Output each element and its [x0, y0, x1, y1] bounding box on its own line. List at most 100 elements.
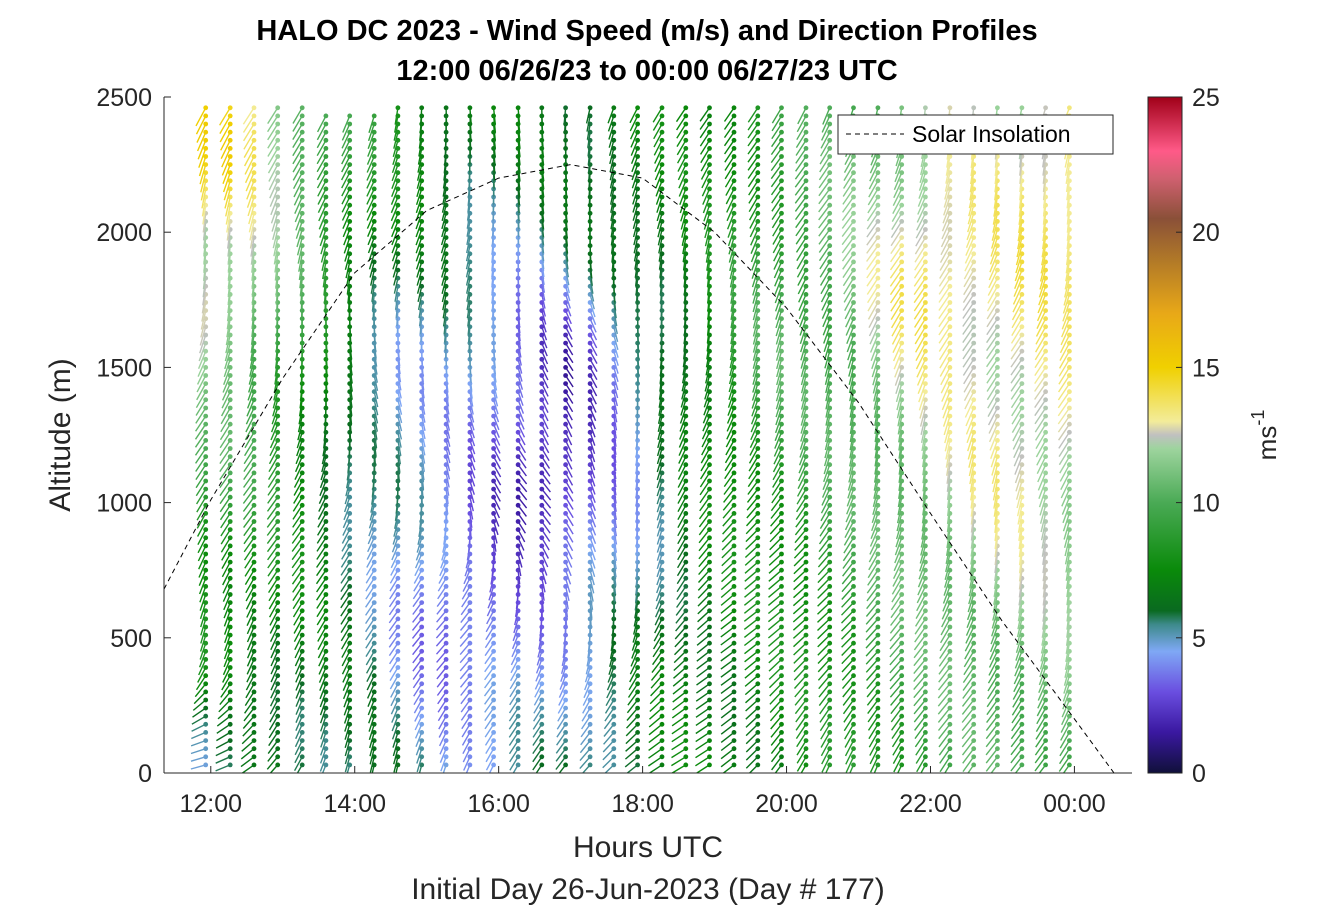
wind-barb-point — [923, 648, 928, 654]
wind-barb-shaft — [700, 456, 711, 472]
wind-barb-point — [875, 259, 881, 265]
wind-barb-shaft — [817, 667, 831, 681]
wind-barb-point — [803, 608, 809, 614]
wind-barb-point — [899, 105, 905, 111]
wind-barb-shaft — [695, 748, 710, 759]
wind-barb-shaft — [392, 253, 399, 270]
wind-barb-shaft — [564, 115, 567, 132]
wind-barb-shaft — [610, 188, 615, 205]
wind-barb-point — [323, 575, 329, 581]
wind-barb-shaft — [795, 148, 807, 164]
wind-barb-shaft — [865, 610, 879, 625]
wind-barb-point — [323, 186, 329, 192]
wind-barb-point — [251, 202, 257, 208]
wind-barb-point — [443, 559, 449, 565]
wind-barb-shaft — [318, 488, 327, 504]
wind-barb-shaft — [316, 123, 327, 141]
wind-barb-point — [659, 730, 665, 735]
wind-barb-point — [659, 511, 665, 516]
wind-barb-point — [683, 429, 689, 435]
wind-barb-shaft — [746, 496, 759, 511]
wind-barb-shaft — [441, 278, 447, 294]
wind-barb-shaft — [227, 270, 231, 289]
wind-barb-shaft — [341, 650, 351, 667]
wind-barb-shaft — [825, 415, 831, 435]
wind-barb-point — [251, 194, 257, 200]
wind-barb-shaft — [635, 286, 639, 303]
wind-barb-shaft — [198, 651, 207, 668]
wind-barb-point — [779, 121, 784, 127]
wind-barb-point — [827, 227, 833, 232]
wind-barb-shaft — [317, 634, 327, 651]
wind-barb-point — [227, 470, 233, 476]
wind-barb-point — [275, 657, 281, 662]
wind-barb-shaft — [613, 407, 618, 423]
wind-barb-shaft — [920, 537, 927, 556]
wind-barb-shaft — [267, 553, 279, 569]
wind-barb-point — [683, 113, 689, 119]
wind-barb-point — [347, 705, 353, 711]
wind-barb-point — [515, 721, 521, 727]
wind-barb-shaft — [389, 675, 399, 690]
wind-barb-shaft — [565, 504, 574, 519]
wind-barb-shaft — [296, 440, 303, 457]
wind-barb-shaft — [613, 415, 618, 431]
wind-barb-point — [755, 113, 761, 119]
wind-barb-point — [539, 421, 545, 427]
wind-barb-shaft — [843, 172, 855, 189]
wind-barb-shaft — [219, 115, 231, 134]
wind-barb-shaft — [729, 261, 735, 280]
wind-barb-point — [587, 454, 593, 459]
wind-barb-point — [611, 681, 617, 687]
wind-barb-point — [203, 478, 209, 484]
wind-barb-shaft — [485, 740, 495, 754]
wind-barb-point — [347, 494, 353, 500]
wind-barb-shaft — [317, 504, 327, 520]
wind-barb-point — [275, 632, 281, 638]
wind-barb-shaft — [654, 610, 663, 626]
wind-barb-point — [371, 129, 377, 135]
wind-barb-shaft — [707, 294, 711, 312]
wind-barb-point — [275, 113, 281, 119]
wind-barb-point — [611, 373, 617, 378]
wind-barb-point — [347, 697, 353, 703]
wind-barb-point — [731, 162, 737, 168]
wind-barb-point — [707, 105, 712, 111]
wind-barb-point — [683, 478, 689, 484]
wind-barb-point — [491, 438, 496, 443]
wind-barb-shaft — [368, 521, 375, 537]
wind-barb-shaft — [202, 270, 207, 290]
wind-barb-shaft — [200, 610, 207, 628]
wind-barb-point — [731, 713, 737, 719]
wind-barb-shaft — [415, 740, 423, 756]
wind-barb-shaft — [915, 602, 927, 619]
wind-barb-shaft — [707, 286, 711, 304]
wind-barb-point — [923, 600, 928, 605]
wind-barb-point — [491, 697, 496, 703]
wind-barb-point — [539, 324, 545, 330]
wind-barb-shaft — [699, 107, 711, 122]
wind-barb-shaft — [365, 642, 375, 657]
wind-barb-shaft — [461, 715, 471, 730]
wind-barb-point — [707, 502, 712, 508]
wind-barb-shaft — [373, 383, 379, 400]
wind-barb-shaft — [800, 423, 807, 442]
wind-barb-shaft — [412, 610, 423, 623]
wind-barb-shaft — [292, 139, 303, 157]
wind-barb-shaft — [224, 342, 231, 362]
wind-barb-point — [707, 713, 712, 719]
wind-barb-shaft — [891, 326, 903, 345]
wind-barb-point — [827, 673, 833, 679]
wind-barb-shaft — [342, 115, 351, 133]
wind-barb-shaft — [868, 732, 879, 748]
wind-barb-shaft — [792, 610, 807, 623]
wind-barb-point — [755, 600, 761, 605]
wind-barb-shaft — [868, 723, 879, 740]
wind-barb-point — [251, 454, 257, 459]
wind-barb-point — [323, 470, 329, 476]
wind-barb-shaft — [191, 731, 206, 740]
wind-barb-shaft — [267, 472, 279, 488]
wind-barb-shaft — [893, 756, 903, 773]
wind-barb-shaft — [195, 480, 207, 497]
wind-barb-point — [443, 624, 449, 630]
